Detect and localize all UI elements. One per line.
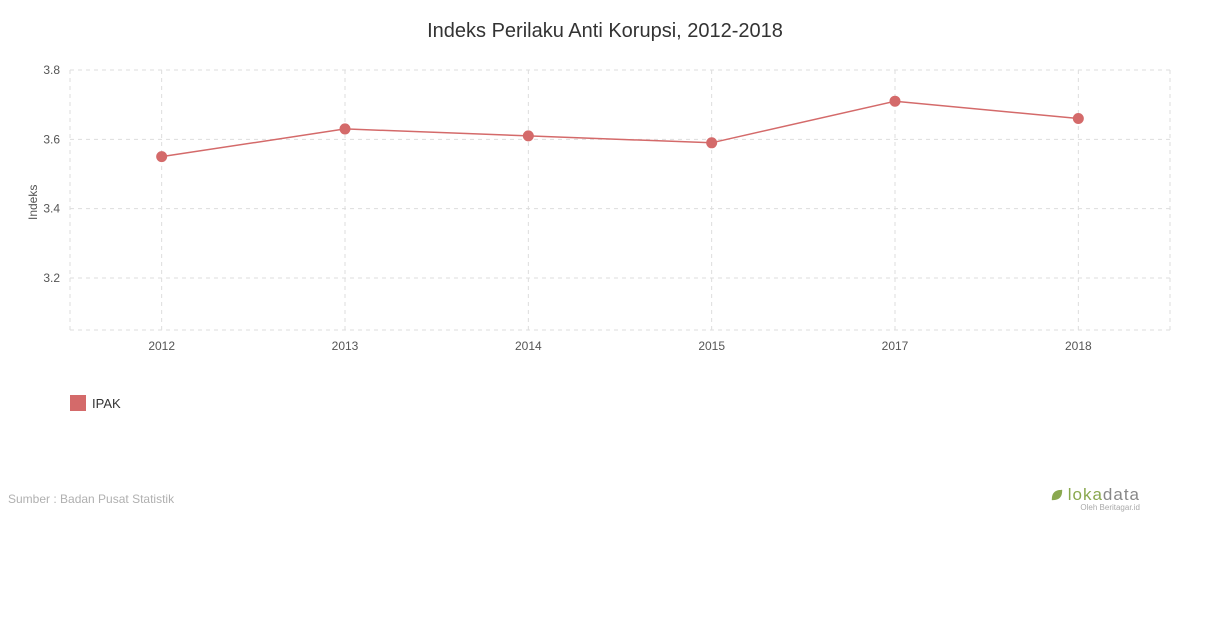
x-tick-label: 2017	[882, 339, 909, 353]
brand-suffix: data	[1103, 485, 1140, 504]
data-point	[340, 124, 350, 134]
legend-label: IPAK	[92, 396, 121, 411]
y-tick-label: 3.8	[43, 63, 60, 77]
data-point	[157, 152, 167, 162]
data-point	[890, 96, 900, 106]
leaf-icon	[1050, 488, 1064, 502]
chart-svg: 3.2 3.4 3.6 3.8 2012 2013 2014 2015 2017 2018	[20, 50, 1190, 380]
y-tick-label: 3.2	[43, 271, 60, 285]
source-text: Sumber : Badan Pusat Statistik	[8, 492, 174, 506]
x-tick-label: 2014	[515, 339, 542, 353]
series-line	[162, 101, 1079, 156]
legend-swatch	[70, 395, 86, 411]
chart-title: Indeks Perilaku Anti Korupsi, 2012-2018	[0, 20, 1210, 43]
chart-container: 3.2 3.4 3.6 3.8 2012 2013 2014 2015 2017 2018 Ind…	[20, 50, 1190, 380]
data-point	[707, 138, 717, 148]
data-point	[1073, 114, 1083, 124]
x-tick-label: 2015	[698, 339, 725, 353]
x-tick-label: 2018	[1065, 339, 1092, 353]
x-tick-label: 2013	[332, 339, 359, 353]
x-tick-label: 2012	[148, 339, 175, 353]
y-axis-label: Indeks	[26, 185, 40, 220]
brand-subtitle: Oleh Beritagar.id	[1050, 503, 1140, 512]
y-tick-label: 3.4	[43, 202, 60, 216]
data-point	[523, 131, 533, 141]
brand-prefix: loka	[1068, 485, 1103, 504]
legend: IPAK	[70, 395, 121, 411]
brand-name: lokadata	[1068, 485, 1140, 505]
y-tick-label: 3.6	[43, 132, 60, 146]
brand-logo: lokadata Oleh Beritagar.id	[1050, 485, 1140, 512]
